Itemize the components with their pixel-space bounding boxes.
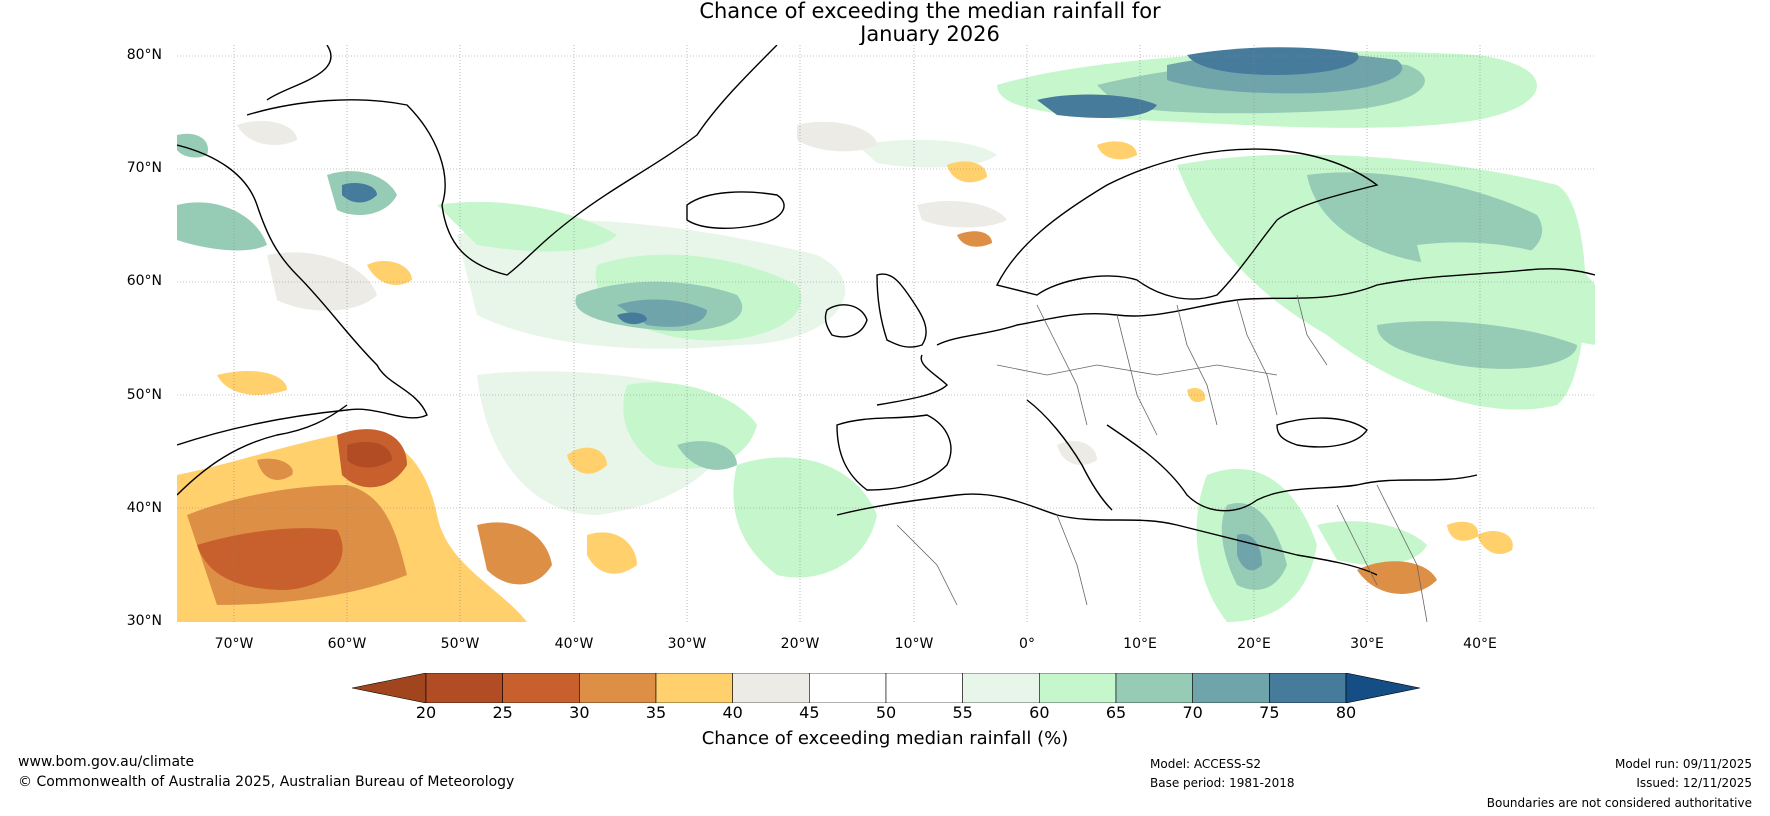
colorbar-arrow-high xyxy=(1345,672,1421,704)
lon-label-10w: 10°W xyxy=(894,636,934,652)
colorbar-tick-label: 45 xyxy=(799,703,820,722)
probability-shading xyxy=(177,47,1595,622)
rainfall-map xyxy=(177,45,1595,622)
map-title: Chance of exceeding the median rainfall … xyxy=(0,0,1770,46)
colorbar-tick-label: 70 xyxy=(1182,703,1203,722)
colorbar-arrow-low xyxy=(351,672,427,704)
africa-coast xyxy=(836,493,1378,576)
italy-coast xyxy=(1026,399,1113,511)
greenland-coast xyxy=(246,45,778,276)
colorbar-tick-label: 50 xyxy=(875,703,897,722)
coastlines xyxy=(177,45,1595,576)
lon-label-30w: 30°W xyxy=(667,636,707,652)
lat-label-70n: 70°N xyxy=(126,160,162,176)
colorbar-segment xyxy=(425,672,503,704)
lon-label-70w: 70°W xyxy=(214,636,254,652)
colorbar-segment xyxy=(502,672,580,704)
lon-label-60w: 60°W xyxy=(327,636,367,652)
lon-label-20w: 20°W xyxy=(780,636,820,652)
lat-label-30n: 30°N xyxy=(126,613,162,629)
footer-base-period: Base period: 1981-2018 xyxy=(1150,776,1295,790)
lon-label-30e: 30°E xyxy=(1350,636,1384,652)
colorbar-segment xyxy=(732,672,810,704)
lon-label-10e: 10°E xyxy=(1123,636,1157,652)
scandinavia-coast xyxy=(995,148,1379,300)
colorbar-segment xyxy=(1269,672,1347,704)
lat-label-60n: 60°N xyxy=(126,273,162,289)
lon-label-40w: 40°W xyxy=(554,636,594,652)
lon-label-20e: 20°E xyxy=(1237,636,1271,652)
footer-website: www.bom.gov.au/climate xyxy=(18,754,195,770)
lat-label-50n: 50°N xyxy=(126,387,162,403)
colorbar-segment xyxy=(579,672,657,704)
footer-copyright: © Commonwealth of Australia 2025, Austra… xyxy=(18,774,515,790)
colorbar-tick-label: 75 xyxy=(1259,703,1280,722)
colorbar-tick-label: 25 xyxy=(492,703,513,722)
lat-label-40n: 40°N xyxy=(126,500,162,516)
colorbar-tick-label: 35 xyxy=(645,703,667,722)
footer-model: Model: ACCESS-S2 xyxy=(1150,757,1262,771)
footer-issued: Issued: 12/11/2025 xyxy=(1636,776,1752,790)
ireland-coast xyxy=(824,304,868,338)
canada-coast xyxy=(177,144,428,446)
colorbar-tick-label: 65 xyxy=(1105,703,1127,722)
colorbar-tick-label: 20 xyxy=(415,703,437,722)
colorbar-segment xyxy=(1039,672,1117,704)
graticule xyxy=(177,45,1595,622)
iceland-coast xyxy=(686,191,785,229)
lon-label-50w: 50°W xyxy=(440,636,480,652)
colorbar-tick-label: 80 xyxy=(1335,703,1357,722)
colorbar-segment xyxy=(1115,672,1193,704)
country-borders xyxy=(896,294,1428,622)
black-sea-coast xyxy=(1276,417,1368,448)
title-line-1: Chance of exceeding the median rainfall … xyxy=(699,0,1161,23)
colorbar-label: Chance of exceeding median rainfall (%) xyxy=(701,728,1069,749)
colorbar-segment xyxy=(1192,672,1270,704)
uk-coast xyxy=(876,273,927,348)
footer-model-run: Model run: 09/11/2025 xyxy=(1614,757,1752,771)
colorbar-svg xyxy=(351,672,1421,704)
colorbar-tick-label: 60 xyxy=(1029,703,1050,722)
colorbar-tick-label: 55 xyxy=(952,703,973,722)
footer-disclaimer: Boundaries are not considered authoritat… xyxy=(1486,796,1752,810)
iberia-coast xyxy=(836,414,952,491)
lon-label-40e: 40°E xyxy=(1463,636,1497,652)
colorbar-segment xyxy=(655,672,733,704)
colorbar-tick-label: 40 xyxy=(722,703,743,722)
colorbar-segment xyxy=(809,672,887,704)
lon-label-0: 0° xyxy=(1019,636,1035,652)
title-line-2: January 2026 xyxy=(860,22,1000,46)
lat-label-80n: 80°N xyxy=(126,47,162,63)
colorbar-tick-label: 30 xyxy=(569,703,590,722)
rainfall-map-svg xyxy=(177,45,1595,622)
colorbar xyxy=(351,672,1421,704)
colorbar-segment xyxy=(885,672,963,704)
colorbar-segment xyxy=(962,672,1040,704)
